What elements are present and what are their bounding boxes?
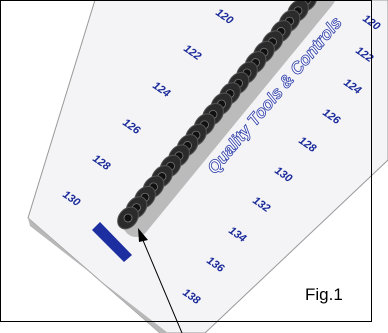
- figure-label: Fig.1: [305, 285, 343, 304]
- chain-shadow: [123, 0, 336, 237]
- pointer-head: [138, 228, 148, 242]
- chain: [117, 0, 336, 237]
- blue-strip: [92, 222, 132, 262]
- pointer-line: [141, 237, 183, 333]
- frame: [0, 0, 372, 322]
- chain-roller: [123, 213, 133, 223]
